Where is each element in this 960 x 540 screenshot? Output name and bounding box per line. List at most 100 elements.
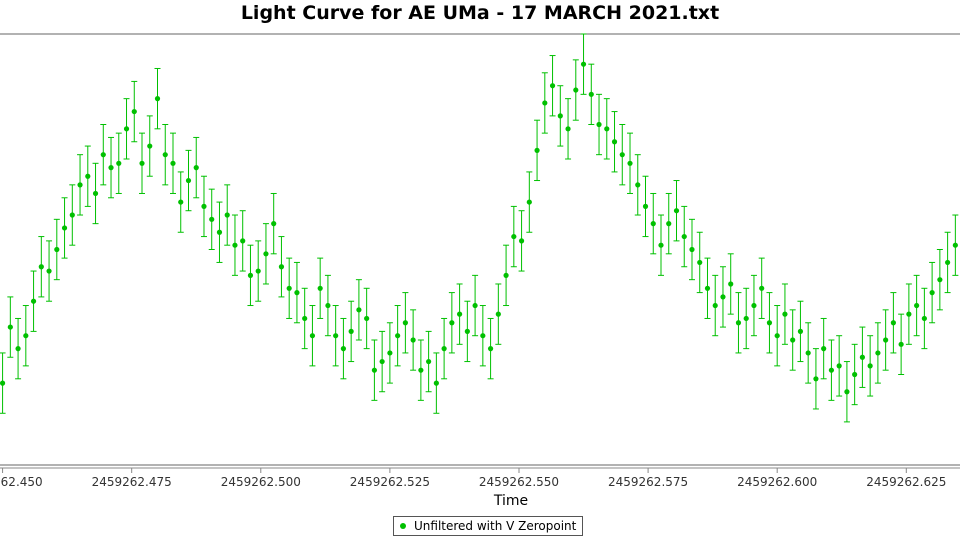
- data-point: [813, 376, 819, 382]
- data-point: [364, 315, 370, 322]
- data-point: [588, 91, 594, 97]
- data-point: [487, 346, 494, 352]
- data-point: [774, 333, 780, 339]
- data-point: [278, 264, 285, 270]
- data-point: [193, 165, 199, 171]
- x-tick-label: 2459262.625: [866, 475, 946, 489]
- data-point: [526, 199, 532, 205]
- data-point: [449, 320, 455, 326]
- data-point: [836, 363, 842, 369]
- data-point: [294, 290, 300, 296]
- data-point: [379, 358, 385, 365]
- data-point: [92, 190, 99, 197]
- data-point: [317, 285, 323, 291]
- data-point: [658, 242, 664, 248]
- data-point: [681, 233, 687, 240]
- x-tick-label: 2459262.575: [608, 475, 688, 489]
- data-point: [271, 221, 277, 227]
- data-point: [340, 346, 347, 352]
- data-point: [371, 367, 377, 373]
- data-point: [15, 346, 21, 352]
- data-point: [511, 233, 517, 240]
- data-point: [797, 328, 804, 334]
- data-point: [116, 160, 122, 166]
- data-point: [480, 333, 486, 339]
- data-point: [596, 121, 602, 128]
- data-point: [890, 320, 896, 326]
- data-point: [635, 182, 641, 188]
- data-point: [743, 315, 749, 322]
- data-point: [518, 238, 525, 244]
- data-point: [604, 126, 610, 132]
- data-point: [697, 259, 703, 266]
- x-axis-ticks: 2459262.450 2459262.475 2459262.500 2459262…: [0, 468, 946, 489]
- data-point: [108, 165, 114, 171]
- data-point: [867, 363, 873, 369]
- data-point: [7, 324, 13, 330]
- data-point: [495, 311, 501, 317]
- data-point: [929, 290, 935, 296]
- data-point: [147, 143, 153, 149]
- x-tick-label: 2459262.450: [0, 475, 43, 489]
- data-point: [201, 203, 207, 209]
- data-point: [580, 61, 587, 67]
- legend-label: Unfiltered with V Zeropoint: [414, 519, 577, 533]
- data-point: [38, 264, 44, 270]
- data-point: [650, 221, 656, 227]
- data-point: [23, 333, 29, 339]
- data-point: [542, 100, 548, 106]
- data-point: [139, 160, 145, 166]
- data-point: [627, 160, 633, 166]
- data-point: [433, 380, 439, 386]
- legend-marker-icon: [400, 523, 406, 529]
- data-point: [240, 238, 246, 244]
- legend: Unfiltered with V Zeropoint: [393, 516, 584, 536]
- data-point: [906, 311, 912, 317]
- data-point: [673, 208, 680, 214]
- data-point: [131, 108, 137, 115]
- data-point: [611, 139, 618, 145]
- data-point: [325, 302, 331, 309]
- data-point: [162, 152, 168, 158]
- x-tick-label: 2459262.475: [92, 475, 172, 489]
- data-point: [100, 152, 106, 158]
- data-point: [712, 302, 718, 309]
- x-tick-label: 2459262.525: [350, 475, 430, 489]
- data-point: [852, 371, 858, 378]
- data-point: [441, 346, 447, 352]
- data-point: [898, 341, 904, 347]
- data-point: [790, 337, 796, 343]
- plot-frame: [0, 33, 960, 469]
- data-point: [255, 268, 261, 274]
- data-point: [286, 285, 292, 291]
- data-point: [704, 285, 711, 291]
- data-point: [170, 160, 176, 166]
- data-point: [844, 389, 850, 395]
- data-point: [720, 294, 726, 300]
- data-point: [914, 302, 920, 309]
- data-point: [333, 333, 339, 339]
- data-point: [348, 328, 354, 334]
- data-point: [410, 337, 416, 343]
- data-point: [859, 354, 865, 360]
- data-point: [828, 367, 835, 373]
- data-point: [782, 311, 788, 317]
- data-point: [61, 225, 68, 231]
- data-point: [418, 367, 424, 373]
- x-axis-label: Time: [493, 493, 528, 509]
- data-point: [759, 285, 765, 291]
- data-points: [0, 61, 958, 395]
- data-point: [937, 277, 943, 283]
- data-point: [875, 350, 881, 356]
- data-point: [356, 307, 362, 313]
- data-point: [457, 311, 463, 317]
- data-point: [85, 173, 91, 179]
- data-point: [302, 315, 308, 322]
- error-bars: [0, 33, 959, 423]
- data-point: [945, 259, 951, 266]
- data-point: [735, 320, 742, 326]
- data-point: [387, 350, 393, 356]
- data-point: [216, 229, 223, 235]
- data-point: [805, 350, 811, 356]
